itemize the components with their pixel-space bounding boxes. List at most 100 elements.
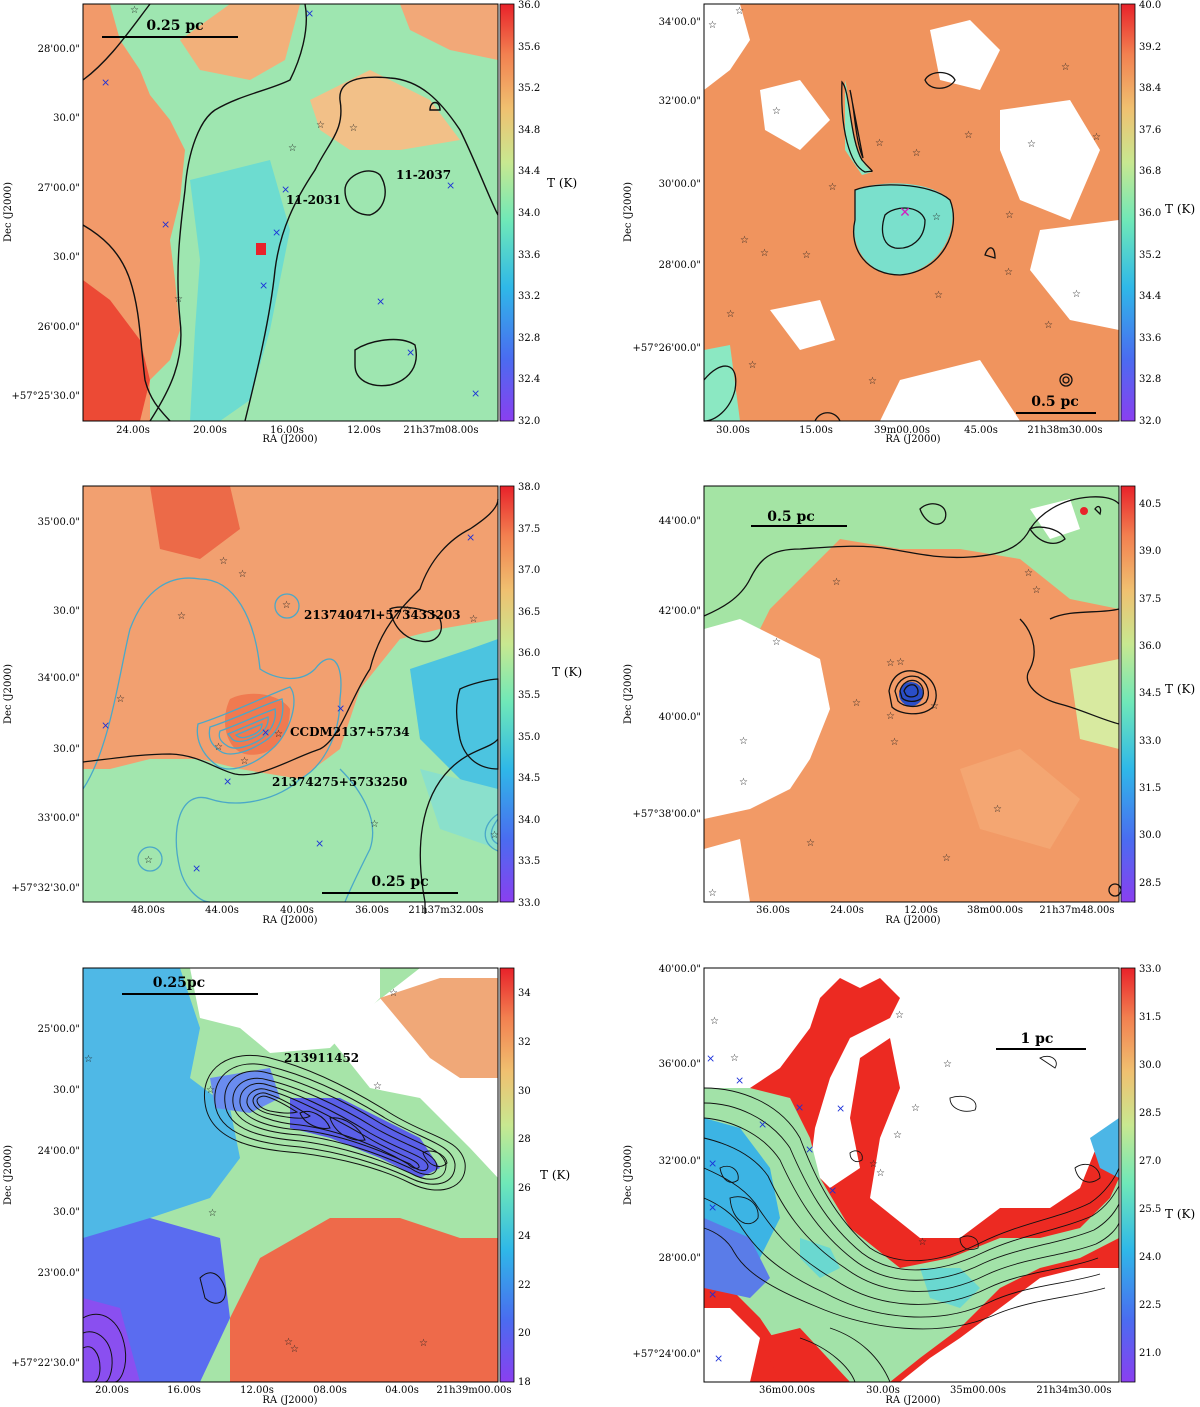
- star-marker: ☆: [282, 600, 291, 611]
- y-tick: 30.0": [53, 744, 80, 755]
- colorbar-tick: 31.5: [1139, 783, 1161, 794]
- colorbar-tick: 34.8: [518, 125, 540, 136]
- star-marker: ☆: [1032, 585, 1041, 596]
- colorbar-tick: 27.0: [1139, 1156, 1161, 1167]
- panel-2: ☆ ☆ ☆ ☆ ☆ ☆ ☆ ☆ ☆ ☆ ☆ ☆ ☆ ☆ ☆ ☆ ☆ ☆ ☆ ☆ …: [600, 0, 1200, 469]
- x-tick: 36m00.00s: [759, 1385, 815, 1396]
- x-tick: 30.00s: [866, 1385, 900, 1396]
- colorbar-ticks: 38.0 37.5 37.0 36.5 36.0 35.5 35.0 34.5 …: [518, 482, 540, 909]
- plot-frame: [703, 485, 1120, 903]
- x-ticks: 36m00.00s 30.00s 35m00.00s 21h34m30.00s: [759, 1385, 1112, 1396]
- y-tick: +57°24'00.0": [633, 1349, 701, 1360]
- y-tick: 28'00.0": [38, 44, 80, 55]
- star-marker: ☆: [130, 5, 139, 16]
- y-axis-label: Dec (J2000): [3, 664, 14, 724]
- colorbar-ticks: 40.0 39.2 38.4 37.6 36.8 36.0 35.2 34.4 …: [1139, 0, 1161, 427]
- colorbar-tick: 33.0: [518, 898, 540, 909]
- x-marker: ×: [376, 295, 385, 308]
- star-marker: ☆: [469, 614, 478, 625]
- star-marker: ☆: [832, 577, 841, 588]
- colorbar-tick: 32.0: [1139, 416, 1161, 427]
- object-label: 213911452: [284, 1051, 359, 1065]
- star-marker: ☆: [1061, 62, 1070, 73]
- plot-frame: [82, 485, 499, 903]
- star-marker: ☆: [214, 742, 223, 753]
- colorbar-tick: 32: [518, 1037, 531, 1048]
- hot-spot: [1080, 507, 1088, 515]
- colorbar-tick: 30.0: [1139, 830, 1161, 841]
- y-tick: 40'00.0": [659, 712, 701, 723]
- star-marker: ☆: [886, 711, 895, 722]
- x-tick: 39m00.00s: [874, 425, 930, 436]
- x-axis-label: RA (J2000): [885, 434, 940, 445]
- contours-1: [82, 3, 499, 422]
- plot-frame: [703, 967, 1120, 1383]
- star-marker: ☆: [373, 1081, 382, 1092]
- colorbar-tick: 37.5: [1139, 594, 1161, 605]
- colorbar-tick: 33.0: [1139, 736, 1161, 747]
- y-axis-label: Dec (J2000): [3, 182, 14, 242]
- x-tick: 21h37m08.00s: [403, 425, 478, 436]
- star-marker: ☆: [772, 637, 781, 648]
- colorbar-ticks: 34 32 30 28 26 24 22 20 18: [518, 988, 531, 1388]
- y-tick: 30.0": [53, 1207, 80, 1218]
- colorbar-label: T (K): [552, 665, 582, 679]
- star-marker: ☆: [934, 290, 943, 301]
- colorbar-tick: 32.8: [518, 333, 540, 344]
- source-marker: ✕: [899, 205, 911, 221]
- colorbar-tick: 25.5: [1139, 1204, 1161, 1215]
- star-marker: ☆: [912, 148, 921, 159]
- panel-1-svg: × × × × × × × × × × ☆ ☆ ☆ ☆ ☆ 0.25 pc 11…: [3, 0, 577, 445]
- x-ticks: 36.00s 24.00s 12.00s 38m00.00s 21h37m48.…: [756, 905, 1114, 916]
- y-tick: 30'00.0": [659, 179, 701, 190]
- star-marker: ☆: [748, 360, 757, 371]
- x-marker: ×: [708, 1157, 717, 1170]
- x-axis-label: RA (J2000): [262, 1395, 317, 1406]
- star-marker: ☆: [730, 1053, 739, 1064]
- colorbar-tick: 36.0: [518, 0, 540, 11]
- y-axis-label: Dec (J2000): [623, 664, 634, 724]
- stars-2: ☆ ☆ ☆ ☆ ☆ ☆ ☆ ☆ ☆ ☆ ☆ ☆ ☆ ☆ ☆ ☆ ☆ ☆ ☆ ☆ …: [708, 6, 1101, 387]
- star-marker: ☆: [875, 138, 884, 149]
- panel-5: ☆ ☆ ☆ ☆ ☆ ☆ ☆ ☆ 213911452 0.25pc 34 32 3…: [0, 938, 600, 1407]
- colorbar: [499, 485, 515, 903]
- colorbar-tick: 37.5: [518, 524, 540, 535]
- x-marker: ×: [446, 179, 455, 192]
- colorbar-tick: 28.5: [1139, 878, 1161, 889]
- star-marker: ☆: [869, 1159, 878, 1170]
- colorbar-tick: 34: [518, 988, 531, 999]
- y-ticks: 35'00.0" 30.0" 34'00.0" 30.0" 33'00.0" +…: [12, 517, 80, 894]
- x-tick: 21h37m48.00s: [1039, 905, 1114, 916]
- star-marker: ☆: [886, 658, 895, 669]
- star-marker: ☆: [710, 1016, 719, 1027]
- plot-frame: [82, 3, 499, 422]
- contours-3: [82, 498, 499, 915]
- stars-5: ☆ ☆ ☆ ☆ ☆ ☆ ☆ ☆: [84, 988, 428, 1355]
- x-tick: 36.00s: [355, 905, 389, 916]
- star-marker: ☆: [116, 694, 125, 705]
- x-marker: ×: [305, 7, 314, 20]
- y-tick: 30.0": [53, 606, 80, 617]
- colorbar-tick: 28.5: [1139, 1108, 1161, 1119]
- scalebar-label: 0.25pc: [153, 975, 205, 991]
- y-ticks: 34'00.0" 32'00.0" 30'00.0" 28'00.0" +57°…: [633, 17, 701, 354]
- x-tick: 45.00s: [964, 425, 998, 436]
- x-marker: ×: [805, 1143, 814, 1156]
- star-marker: ☆: [1027, 139, 1036, 150]
- scalebar-label: 0.25 pc: [146, 18, 203, 34]
- y-ticks: 25'00.0" 30.0" 24'00.0" 30.0" 23'00.0" +…: [12, 1024, 80, 1369]
- x-marker: ×: [735, 1074, 744, 1087]
- star-marker: ☆: [1092, 132, 1101, 143]
- star-marker: ☆: [490, 830, 499, 841]
- x-marker: ×: [714, 1352, 723, 1365]
- y-tick: 30.0": [53, 252, 80, 263]
- heatmap-4: [704, 486, 1119, 902]
- x-marker: ×: [708, 1288, 717, 1301]
- y-tick: +57°26'00.0": [633, 343, 701, 354]
- star-marker: ☆: [316, 120, 325, 131]
- colorbar-tick: 38.0: [518, 482, 540, 493]
- star-marker: ☆: [876, 1168, 885, 1179]
- star-marker: ☆: [828, 182, 837, 193]
- star-marker: ☆: [918, 1237, 927, 1248]
- panel-5-svg: ☆ ☆ ☆ ☆ ☆ ☆ ☆ ☆ 213911452 0.25pc 34 32 3…: [3, 967, 570, 1406]
